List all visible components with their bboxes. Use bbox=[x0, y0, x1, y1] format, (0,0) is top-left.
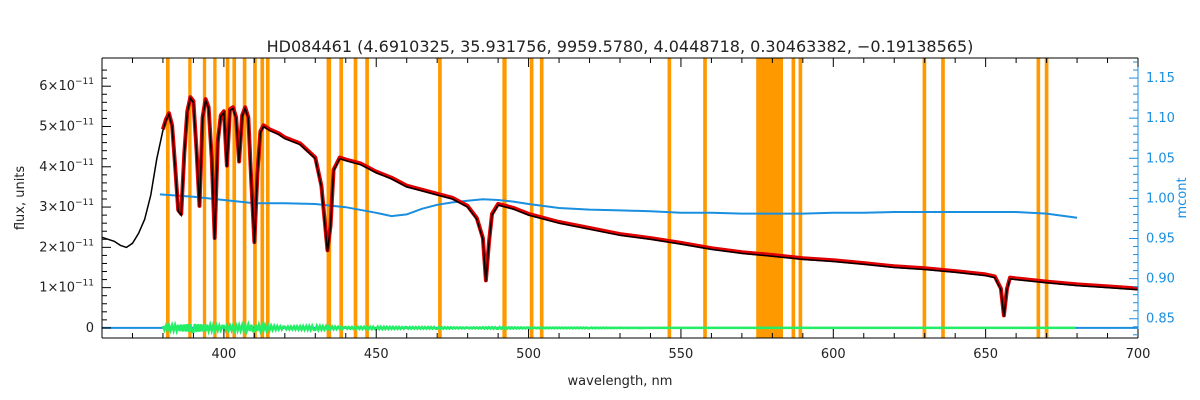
y-tick-label: 2×10−11 bbox=[39, 238, 94, 255]
y-tick-exponent: −11 bbox=[75, 279, 94, 289]
masked-region-25 bbox=[1036, 58, 1041, 338]
x-tick-label: 450 bbox=[364, 347, 389, 362]
masked-region-1 bbox=[188, 58, 192, 338]
y-tick-label: 5×10−11 bbox=[39, 117, 94, 134]
observed-line bbox=[101, 96, 1139, 317]
masked-region-17 bbox=[539, 58, 544, 338]
y-tick-exponent: −11 bbox=[75, 77, 94, 87]
masked-region-10 bbox=[326, 58, 332, 338]
y-axis-left: 01×10−112×10−113×10−114×10−115×10−116×10… bbox=[39, 69, 111, 336]
masked-region-12 bbox=[353, 58, 358, 338]
continuum-line bbox=[159, 193, 1078, 219]
masked-region-22 bbox=[798, 58, 803, 338]
x-tick-label: 500 bbox=[516, 347, 541, 362]
y2-axis-title: mcont bbox=[1175, 177, 1190, 218]
y-tick-exponent: −11 bbox=[75, 158, 94, 168]
masked-region-18 bbox=[667, 58, 672, 338]
y-tick-label: 0 bbox=[86, 321, 94, 336]
x-axis-title: wavelength, nm bbox=[568, 374, 673, 389]
x-axis: 400 450 500 550 600 650 700 bbox=[101, 58, 1151, 362]
y-tick-label: 3×10−11 bbox=[39, 198, 94, 215]
y-tick-mantissa: 1×10 bbox=[39, 281, 75, 296]
y2-tick-label: 0.85 bbox=[1146, 312, 1175, 327]
masked-region-9 bbox=[265, 58, 270, 338]
model-line bbox=[160, 95, 1139, 318]
y-tick-exponent: −11 bbox=[75, 117, 94, 127]
y-tick-mantissa: 6×10 bbox=[39, 79, 75, 94]
x-tick-label: 400 bbox=[211, 347, 236, 362]
masked-region-14 bbox=[438, 58, 442, 338]
masked-region-0 bbox=[165, 58, 170, 338]
masked-region-26 bbox=[1044, 58, 1049, 338]
y2-tick-label: 1.05 bbox=[1146, 151, 1175, 166]
y2-tick-label: 1.10 bbox=[1146, 111, 1175, 126]
chart-title: HD084461 (4.6910325, 35.931756, 9959.578… bbox=[267, 37, 974, 56]
y-axis-right: 0.85 0.90 0.95 1.00 1.05 1.10 1.15 bbox=[1129, 61, 1175, 336]
masked-region-5 bbox=[232, 58, 237, 338]
masked-region-20 bbox=[756, 58, 784, 338]
y-axis-title: flux, units bbox=[13, 166, 28, 231]
spectrum-series bbox=[101, 95, 1139, 318]
y-tick-label: 6×10−11 bbox=[39, 77, 94, 94]
x-tick-label: 600 bbox=[821, 347, 846, 362]
masked-region-6 bbox=[242, 58, 247, 338]
masked-region-4 bbox=[225, 58, 230, 338]
masked-region-21 bbox=[791, 58, 796, 338]
y2-tick-label: 0.90 bbox=[1146, 272, 1175, 287]
continuum-series bbox=[159, 193, 1078, 219]
y-tick-exponent: −11 bbox=[75, 198, 94, 208]
y-tick-mantissa: 4×10 bbox=[39, 160, 75, 175]
x-tick-label: 650 bbox=[973, 347, 998, 362]
y-tick-label: 1×10−11 bbox=[39, 279, 94, 296]
y-tick-mantissa: 5×10 bbox=[39, 119, 75, 134]
y-tick-mantissa: 2×10 bbox=[39, 240, 75, 255]
masked-region-11 bbox=[339, 58, 344, 338]
masked-region-13 bbox=[365, 58, 369, 338]
residual-line bbox=[161, 319, 1076, 336]
x-tick-label: 700 bbox=[1126, 347, 1151, 362]
x-tick-label: 550 bbox=[669, 347, 694, 362]
y-tick-exponent: −11 bbox=[75, 238, 94, 248]
masked-regions bbox=[165, 58, 1049, 338]
y-tick-mantissa: 0 bbox=[86, 321, 94, 336]
y2-tick-label: 1.00 bbox=[1146, 191, 1175, 206]
masked-region-8 bbox=[260, 58, 265, 338]
masked-region-23 bbox=[922, 58, 927, 338]
masked-region-19 bbox=[703, 58, 707, 338]
y-tick-label: 4×10−11 bbox=[39, 158, 94, 175]
masked-region-15 bbox=[502, 58, 507, 338]
y2-tick-label: 1.15 bbox=[1146, 71, 1175, 86]
y-tick-mantissa: 3×10 bbox=[39, 200, 75, 215]
y2-tick-label: 0.95 bbox=[1146, 232, 1175, 247]
masked-region-24 bbox=[941, 58, 945, 338]
residual-series bbox=[161, 319, 1076, 336]
masked-region-16 bbox=[529, 58, 534, 338]
